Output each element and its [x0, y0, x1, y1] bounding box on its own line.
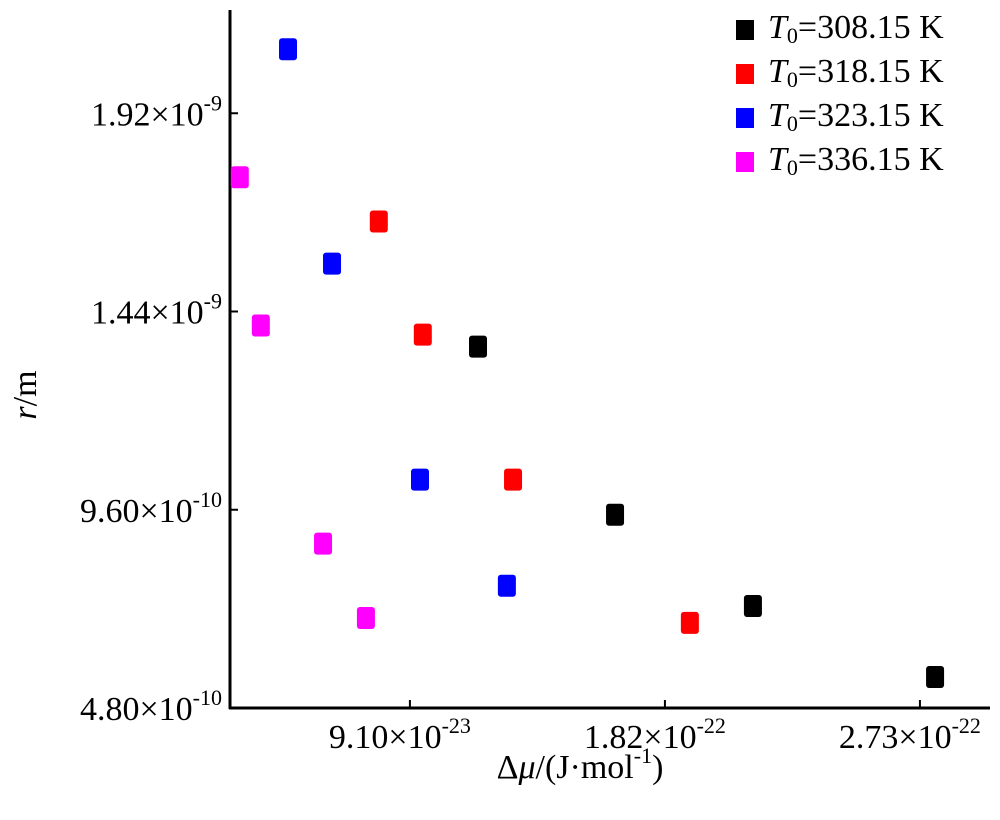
- point: [356, 606, 375, 629]
- x-tick-label: 1.82×10-22: [584, 713, 726, 756]
- point: [926, 666, 945, 689]
- point: [680, 611, 699, 634]
- y-tick-label: 1.44×10-9: [91, 289, 222, 332]
- legend-marker: [736, 108, 754, 128]
- point: [743, 594, 762, 617]
- legend-marker: [736, 152, 754, 172]
- point: [314, 532, 333, 555]
- point: [504, 468, 523, 491]
- legend-label: T0=323.15 K: [768, 97, 944, 136]
- y-tick-label: 4.80×10-10: [80, 685, 222, 728]
- x-axis-label: Δμ/(J·mol-1): [497, 743, 664, 786]
- point: [497, 574, 516, 597]
- point: [411, 468, 429, 491]
- legend-marker: [736, 20, 754, 40]
- y-tick-label: 1.92×10-9: [91, 90, 222, 133]
- point: [469, 335, 488, 358]
- y-axis-label: r/m: [7, 370, 44, 419]
- legend-label: T0=336.15 K: [768, 141, 944, 180]
- point: [606, 503, 625, 526]
- legend-label: T0=308.15 K: [768, 9, 944, 48]
- point: [279, 38, 298, 61]
- point: [413, 323, 432, 346]
- x-tick-label: 2.73×10-22: [839, 713, 981, 756]
- y-tick-label: 9.60×10-10: [80, 487, 222, 530]
- point: [369, 210, 388, 233]
- legend-marker: [736, 64, 754, 84]
- point: [251, 314, 270, 337]
- x-tick-label: 9.10×10-23: [329, 713, 471, 756]
- point: [323, 252, 342, 275]
- legend-label: T0=318.15 K: [768, 53, 944, 92]
- point: [230, 166, 249, 189]
